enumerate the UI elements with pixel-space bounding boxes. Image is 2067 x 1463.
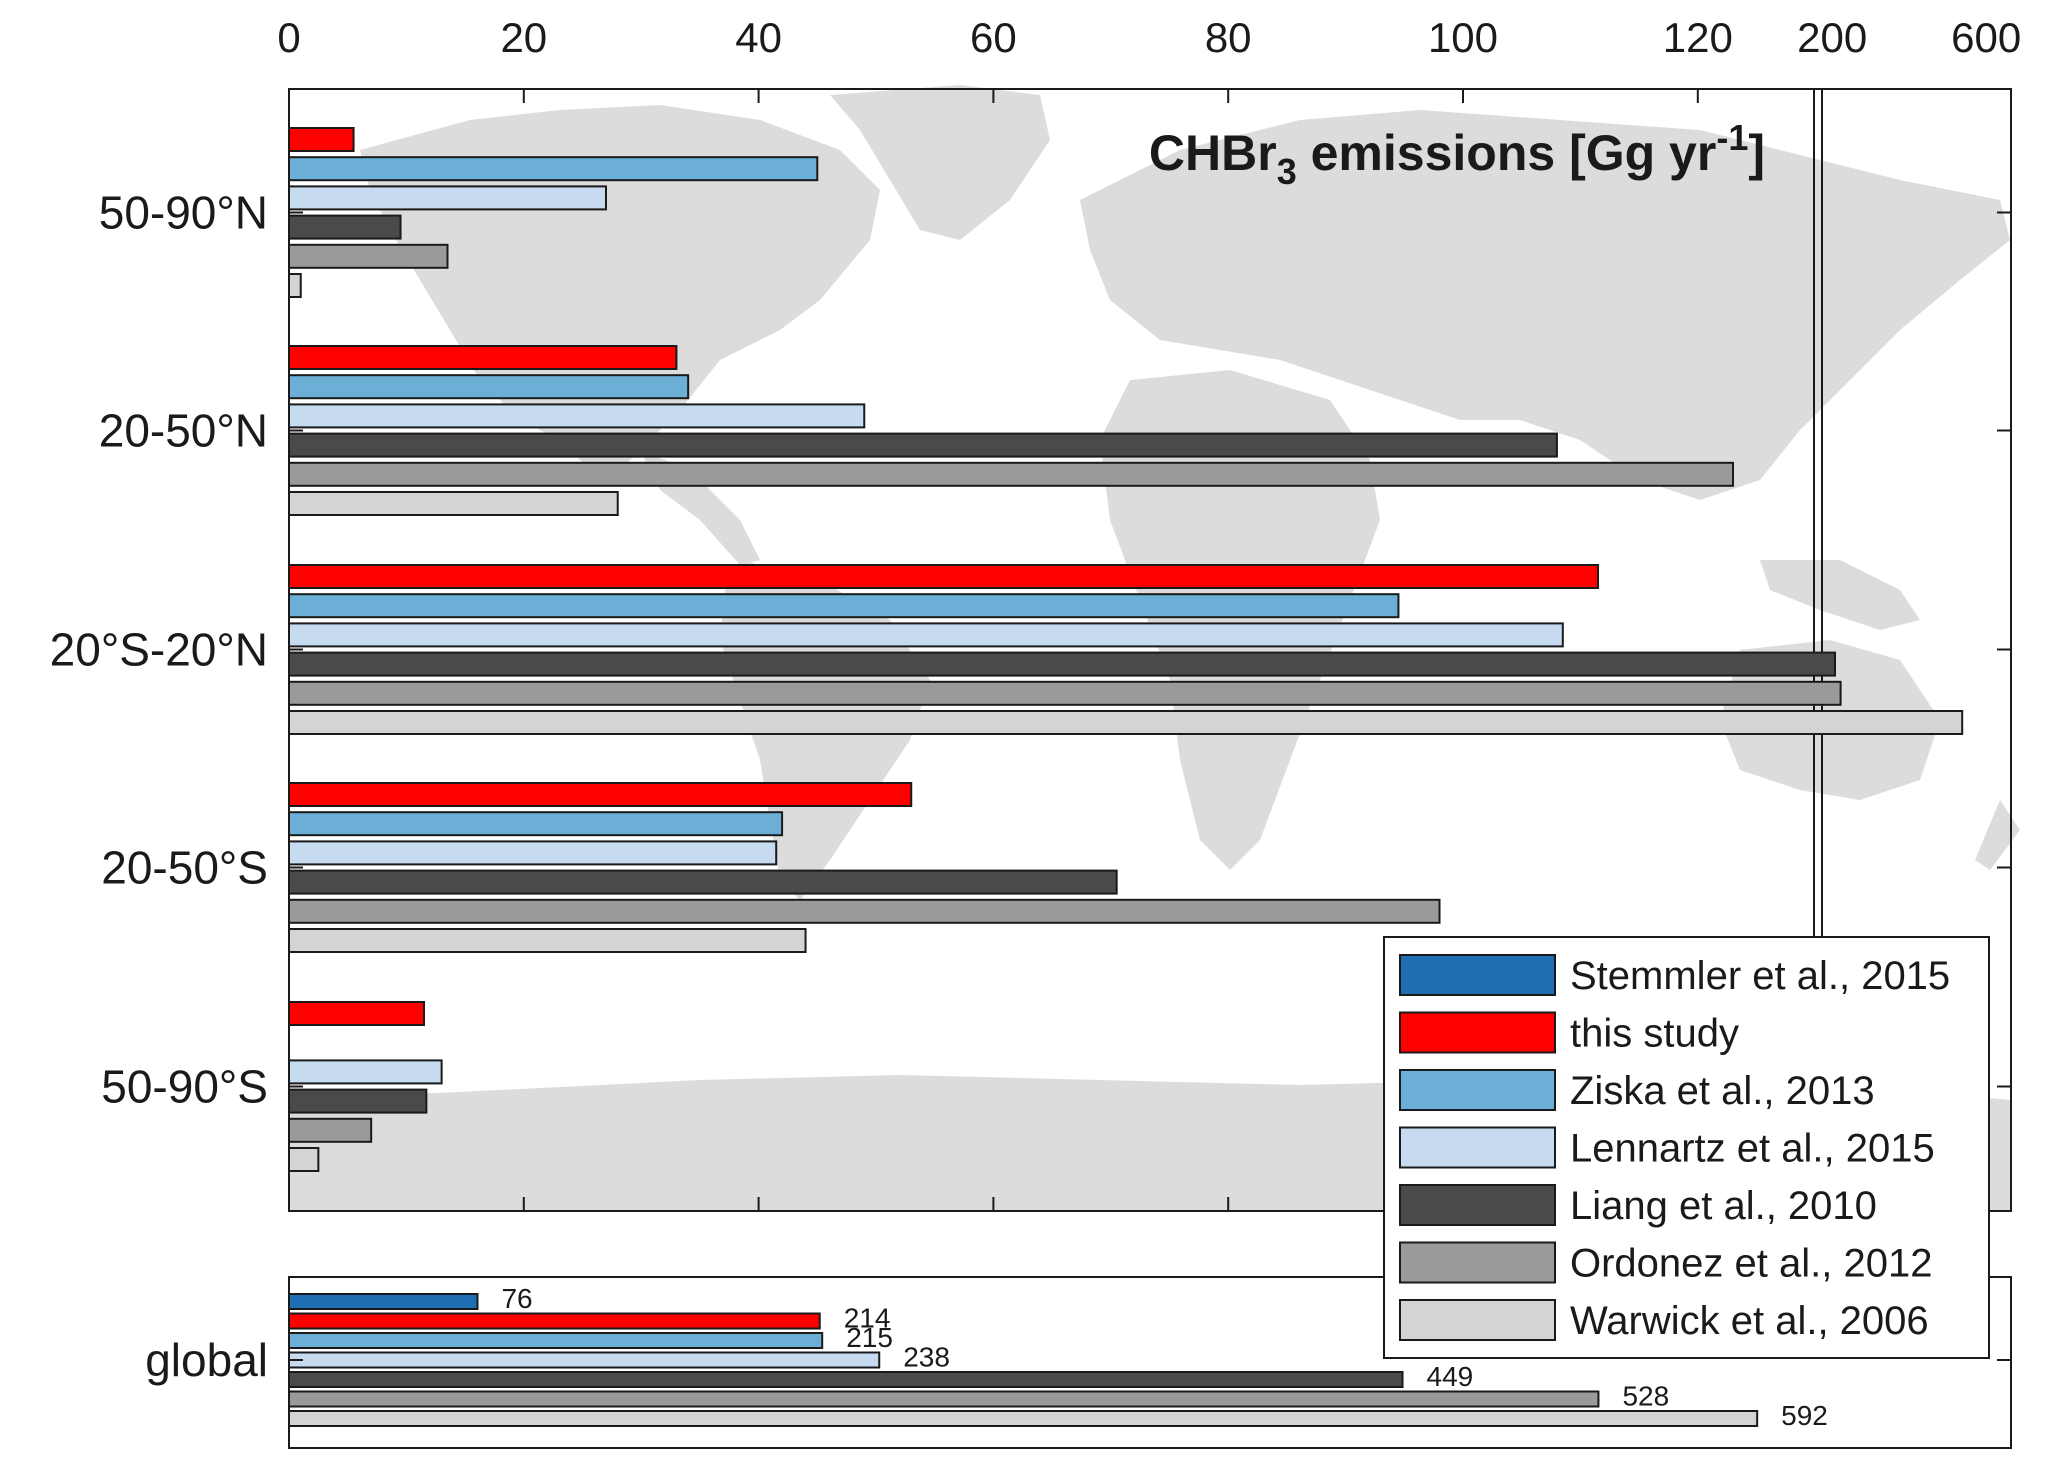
y-tick-label: 50-90°N [99, 187, 268, 239]
bar [288, 185, 607, 211]
bar [288, 782, 913, 807]
bar [288, 461, 1735, 487]
x-tick-label: 60 [970, 14, 1017, 61]
y-axis-ticks: 50-90°N 20-50°N 20°S-20°N 20-50°S 50-90°S [50, 187, 2011, 1113]
global-value-label: 215 [846, 1322, 893, 1353]
x-tick-label: 200 [1797, 14, 1867, 61]
bar [288, 1088, 428, 1114]
bar [288, 273, 302, 298]
bar [288, 127, 355, 152]
legend-label: Lennartz et al., 2015 [1570, 1127, 1935, 1171]
global-bar [288, 1371, 1404, 1388]
bar [288, 811, 784, 837]
global-bar [288, 1332, 824, 1349]
legend-swatch [1399, 1299, 1556, 1341]
bar [288, 1147, 320, 1172]
bar [288, 898, 1441, 924]
bar [288, 928, 807, 953]
legend-swatch [1399, 1069, 1556, 1111]
bar [288, 680, 1842, 706]
bar [288, 1059, 443, 1085]
legend-label: Warwick et al., 2006 [1570, 1299, 1929, 1343]
bar [288, 432, 1558, 458]
legend-swatch [1399, 1184, 1556, 1226]
bar [288, 564, 1600, 589]
bar [288, 840, 778, 866]
global-value-label: 528 [1622, 1381, 1669, 1412]
chart-title: CHBr3 emissions [Gg yr-1] [1149, 117, 1765, 192]
legend-label: Ziska et al., 2013 [1570, 1069, 1875, 1113]
regional-bars [288, 127, 1964, 1172]
top-axis-ticks: 0 20 40 60 80 100 120 200 600 [277, 14, 2021, 1211]
bar [288, 403, 866, 429]
legend-label: Stemmler et al., 2015 [1570, 954, 1950, 998]
global-bar [288, 1390, 1600, 1408]
bar [288, 491, 619, 516]
bar [288, 345, 678, 370]
bar [288, 214, 402, 240]
y-tick-label: 20-50°N [99, 405, 268, 457]
legend-label: this study [1570, 1012, 1739, 1056]
x-tick-label: 100 [1428, 14, 1498, 61]
legend-swatch [1399, 1011, 1556, 1054]
bar [288, 710, 1964, 735]
bar [288, 622, 1564, 648]
y-tick-label-global: global [145, 1334, 268, 1386]
global-bar [288, 1410, 1759, 1427]
y-tick-label: 20°S-20°N [50, 624, 268, 676]
bar [288, 374, 690, 400]
global-bar [288, 1312, 821, 1330]
x-tick-label: 600 [1951, 14, 2021, 61]
global-bar [288, 1351, 881, 1369]
x-tick-label: 0 [277, 14, 300, 61]
x-tick-label: 40 [735, 14, 782, 61]
bar [288, 156, 819, 182]
bar [288, 651, 1836, 677]
x-tick-label: 120 [1663, 14, 1733, 61]
legend-swatch [1399, 954, 1556, 996]
global-value-label: 76 [501, 1283, 532, 1314]
legend-swatch [1399, 1126, 1556, 1169]
x-tick-label: 20 [500, 14, 547, 61]
bar [288, 1117, 373, 1143]
y-tick-label: 20-50°S [101, 842, 268, 894]
bar [288, 869, 1118, 895]
legend: Stemmler et al., 2015 this study Ziska et … [1383, 936, 1990, 1359]
global-bar [288, 1293, 479, 1310]
global-value-label: 592 [1781, 1400, 1828, 1431]
global-value-label: 214 [844, 1303, 891, 1334]
y-tick-label: 50-90°S [101, 1061, 268, 1113]
legend-swatch [1399, 1241, 1556, 1284]
bar [288, 243, 449, 269]
bar [288, 1001, 426, 1026]
legend-label: Ordonez et al., 2012 [1570, 1242, 1932, 1286]
bar [288, 593, 1400, 619]
global-value-label: 238 [903, 1342, 950, 1373]
legend-label: Liang et al., 2010 [1570, 1184, 1877, 1228]
x-tick-label: 80 [1205, 14, 1252, 61]
global-value-label: 449 [1427, 1361, 1474, 1392]
